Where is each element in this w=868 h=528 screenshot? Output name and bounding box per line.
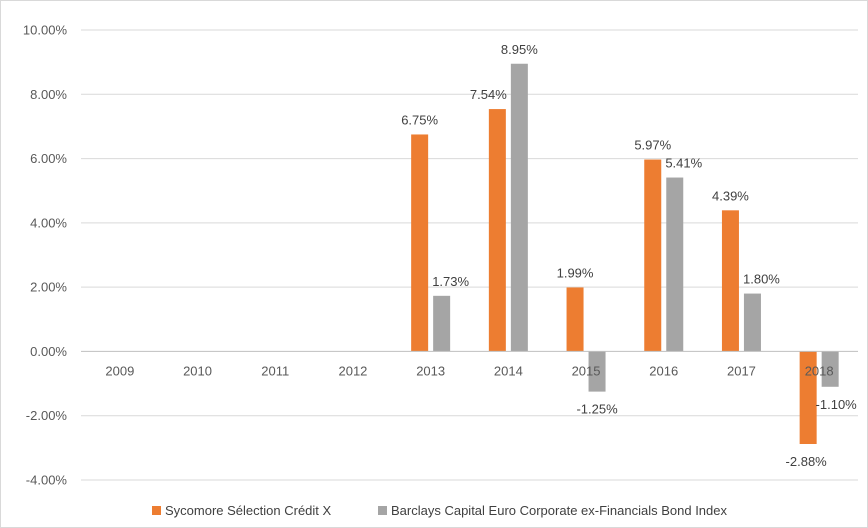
bar-sycomore (721, 210, 739, 352)
bar-sycomore (488, 109, 506, 352)
bar-sycomore (799, 351, 817, 444)
x-tick-label: 2009 (105, 363, 134, 378)
y-tick-label: 10.00% (23, 23, 68, 38)
y-tick-label: -2.00% (26, 408, 68, 423)
bar-barclays (743, 293, 761, 352)
data-label: 1.99% (557, 265, 594, 280)
bar-barclays (821, 351, 839, 387)
x-tick-label: 2017 (727, 363, 756, 378)
data-label: 5.41% (665, 156, 702, 171)
y-tick-label: -4.00% (26, 473, 68, 488)
x-axis: 2009 2010 2011 2012 2013 2014 2015 2016 2017 2018 (81, 350, 858, 378)
bar-sycomore (644, 159, 662, 352)
data-label: 1.73% (432, 274, 469, 289)
x-tick-label: 2016 (649, 363, 678, 378)
data-label: 1.80% (743, 272, 780, 287)
x-tick-label: 2013 (416, 363, 445, 378)
data-label: 4.39% (712, 188, 749, 203)
legend-label-sycomore: Sycomore Sélection Crédit X (165, 503, 332, 518)
y-tick-label: 6.00% (30, 151, 67, 166)
legend: Sycomore Sélection Crédit X Barclays Capi… (152, 503, 728, 518)
x-tick-label: 2014 (494, 363, 523, 378)
data-label: -1.10% (816, 397, 858, 412)
legend-swatch-barclays (378, 506, 387, 515)
bars (411, 63, 839, 444)
bar-sycomore (566, 287, 584, 352)
data-label: 8.95% (501, 42, 538, 57)
bar-barclays (588, 351, 606, 392)
data-label: -2.88% (786, 454, 828, 469)
bar-barclays (433, 295, 451, 352)
x-tick-label: 2010 (183, 363, 212, 378)
bar-sycomore (411, 134, 429, 352)
legend-label-barclays: Barclays Capital Euro Corporate ex-Finan… (391, 503, 728, 518)
y-axis: 10.00% 8.00% 6.00% 4.00% 2.00% 0.00% -2.00% -4.… (23, 23, 68, 488)
data-label: -1.25% (576, 402, 618, 417)
y-tick-label: 8.00% (30, 87, 67, 102)
legend-swatch-sycomore (152, 506, 161, 515)
x-tick-label: 2015 (572, 363, 601, 378)
x-tick-label: 2018 (805, 363, 834, 378)
bar-barclays (666, 177, 684, 352)
y-tick-label: 4.00% (30, 215, 67, 230)
y-tick-label: 2.00% (30, 280, 67, 295)
data-label: 6.75% (401, 112, 438, 127)
data-labels: 6.75% 1.73% 7.54% 8.95% 1.99% -1.25% 5.97% 5.41… (401, 42, 857, 469)
bar-barclays (510, 63, 528, 352)
y-tick-label: 0.00% (30, 344, 67, 359)
data-label: 5.97% (634, 138, 671, 153)
x-tick-label: 2012 (338, 363, 367, 378)
gridlines (81, 29, 858, 481)
x-tick-label: 2011 (261, 363, 289, 378)
data-label: 7.54% (470, 87, 507, 102)
